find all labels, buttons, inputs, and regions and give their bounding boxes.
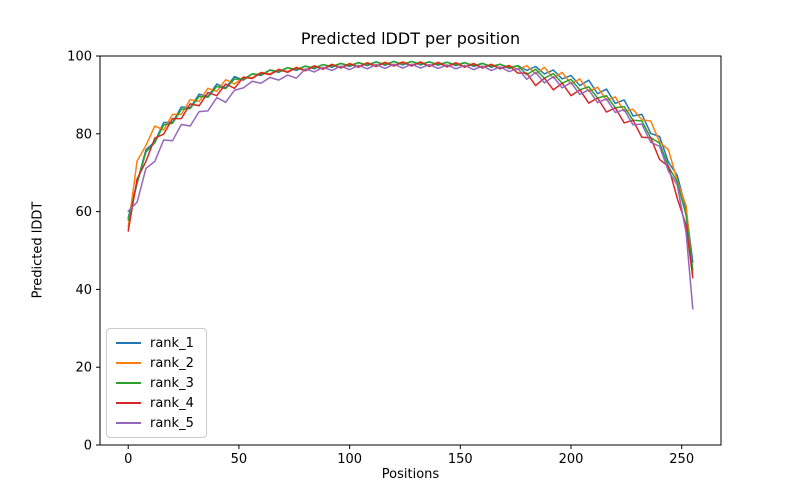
legend-label: rank_1 bbox=[150, 335, 194, 351]
legend-label: rank_3 bbox=[150, 375, 194, 391]
legend-line-swatch bbox=[116, 382, 141, 384]
series-line-rank_5 bbox=[127, 63, 694, 310]
x-tick-label: 200 bbox=[559, 452, 584, 467]
legend-item-rank_1: rank_1 bbox=[116, 337, 197, 350]
x-tick-label: 150 bbox=[448, 452, 473, 467]
y-tick-label: 100 bbox=[67, 50, 92, 65]
legend: rank_1 rank_2 rank_3 rank_4 rank_5 bbox=[106, 328, 207, 438]
x-tick-label: 50 bbox=[231, 452, 248, 467]
legend-item-rank_3: rank_3 bbox=[116, 377, 197, 390]
chart-title: Predicted lDDT per position bbox=[300, 29, 521, 48]
legend-item-rank_4: rank_4 bbox=[116, 397, 197, 410]
x-tick-label: 0 bbox=[124, 452, 132, 467]
y-axis-label: Predicted lDDT bbox=[30, 201, 46, 299]
y-tick-label: 40 bbox=[75, 283, 92, 298]
legend-label: rank_5 bbox=[150, 415, 194, 431]
legend-item-rank_2: rank_2 bbox=[116, 357, 197, 370]
legend-line-swatch bbox=[116, 342, 141, 344]
legend-line-swatch bbox=[116, 402, 141, 404]
y-tick-label: 20 bbox=[75, 361, 92, 376]
x-axis-label: Positions bbox=[381, 467, 440, 482]
legend-item-rank_5: rank_5 bbox=[116, 417, 197, 430]
y-tick-label: 60 bbox=[75, 205, 92, 220]
series-line-rank_4 bbox=[127, 61, 694, 279]
y-tick-label: 80 bbox=[75, 127, 92, 142]
y-tick-label: 0 bbox=[84, 439, 92, 454]
plot-frame bbox=[99, 55, 722, 446]
x-tick-label: 250 bbox=[669, 452, 694, 467]
legend-line-swatch bbox=[116, 422, 141, 424]
legend-label: rank_4 bbox=[150, 395, 194, 411]
x-tick-label: 100 bbox=[337, 452, 362, 467]
legend-label: rank_2 bbox=[150, 355, 194, 371]
legend-line-swatch bbox=[116, 362, 141, 364]
